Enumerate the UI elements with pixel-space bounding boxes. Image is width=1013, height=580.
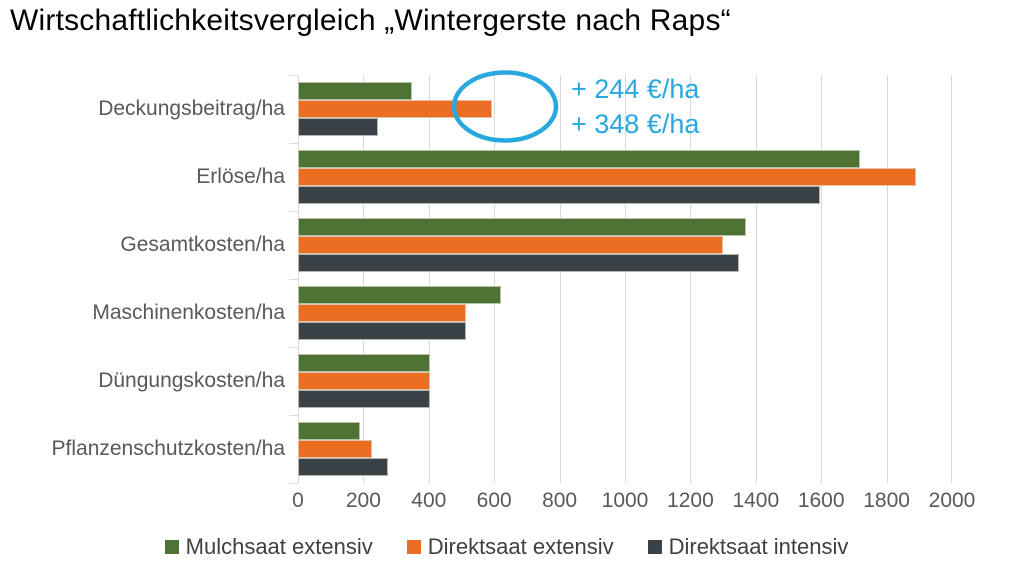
x-tick-label: 400 bbox=[411, 489, 447, 512]
category-tick bbox=[289, 415, 298, 416]
bar-group bbox=[298, 143, 952, 211]
category-label: Düngungskosten/ha bbox=[98, 369, 285, 392]
highlight-ellipse bbox=[451, 70, 559, 143]
x-tick-label: 1000 bbox=[601, 489, 649, 512]
legend-label: Direktsaat intensiv bbox=[668, 534, 849, 559]
bar bbox=[298, 440, 372, 458]
x-tick-label: 1200 bbox=[667, 489, 714, 512]
legend-swatch-icon bbox=[647, 540, 662, 554]
annotation-text: + 244 €/ha + 348 €/ha bbox=[571, 72, 699, 142]
category-tick bbox=[289, 347, 298, 348]
bar bbox=[298, 150, 861, 168]
bar bbox=[298, 218, 746, 236]
bar bbox=[298, 118, 378, 136]
category-label: Pflanzenschutzkosten/ha bbox=[51, 437, 285, 460]
category-tick bbox=[289, 143, 298, 144]
category-tick bbox=[289, 211, 298, 212]
legend-label: Mulchsaat extensiv bbox=[185, 534, 373, 559]
bar bbox=[298, 354, 431, 372]
gridline bbox=[363, 75, 365, 483]
gridline bbox=[428, 75, 430, 483]
gridline bbox=[559, 75, 561, 483]
x-tick-label: 2000 bbox=[928, 489, 976, 512]
gridline bbox=[690, 75, 692, 483]
legend-item: Direktsaat extensiv bbox=[406, 534, 614, 560]
category-axis-labels: Deckungsbeitrag/ha Erlöse/ha Gesamtkosten/… bbox=[0, 75, 285, 483]
legend-swatch-icon bbox=[406, 540, 421, 554]
bar-group bbox=[298, 347, 952, 415]
gridline bbox=[886, 75, 888, 483]
legend-swatch-icon bbox=[164, 540, 179, 554]
x-tick-label: 200 bbox=[345, 489, 381, 512]
bar bbox=[298, 254, 740, 272]
bar bbox=[298, 422, 361, 440]
annotation-line-1: + 244 €/ha bbox=[571, 74, 700, 104]
gridline bbox=[951, 75, 952, 483]
bar bbox=[298, 458, 388, 476]
category-tick bbox=[289, 279, 298, 280]
x-tick-label: 600 bbox=[476, 489, 512, 512]
bar bbox=[298, 82, 412, 100]
gridline bbox=[821, 75, 823, 483]
gridline bbox=[625, 75, 626, 483]
bar-group bbox=[298, 279, 952, 347]
gridline bbox=[755, 75, 757, 483]
x-tick-label: 800 bbox=[542, 489, 578, 512]
value-axis-line bbox=[298, 75, 299, 483]
value-axis-labels: 0 200 400 600 800 1000 1200 1400 1600 1800 2000 bbox=[292, 489, 975, 515]
bar-group bbox=[298, 211, 952, 279]
category-label: Maschinenkosten/ha bbox=[92, 301, 285, 324]
chart-title: Wirtschaftlichkeitsvergleich „Wintergers… bbox=[10, 4, 731, 37]
bar bbox=[298, 304, 467, 322]
bar bbox=[298, 372, 431, 390]
category-label: Deckungsbeitrag/ha bbox=[98, 97, 285, 120]
x-tick-label: 1600 bbox=[797, 489, 845, 512]
legend-label: Direktsaat extensiv bbox=[427, 534, 614, 559]
bar bbox=[298, 168, 917, 186]
bar bbox=[298, 100, 492, 118]
category-tick bbox=[289, 483, 298, 484]
bar bbox=[298, 286, 501, 304]
highlight-ellipse-shape bbox=[451, 70, 559, 143]
legend: Mulchsaat extensiv Direktsaat extensiv Dir… bbox=[0, 534, 1013, 560]
x-tick-label: 0 bbox=[292, 489, 304, 512]
category-tick bbox=[289, 75, 298, 76]
x-tick-label: 1800 bbox=[863, 489, 910, 512]
bar bbox=[298, 186, 820, 204]
category-label: Gesamtkosten/ha bbox=[120, 233, 285, 256]
bar bbox=[298, 390, 431, 408]
x-tick-label: 1400 bbox=[732, 489, 780, 512]
bar bbox=[298, 322, 467, 340]
bar-group bbox=[298, 75, 952, 143]
legend-item: Direktsaat intensiv bbox=[647, 534, 849, 560]
plot-area bbox=[289, 75, 952, 484]
legend-item: Mulchsaat extensiv bbox=[164, 534, 373, 560]
bar bbox=[298, 236, 724, 254]
gridline bbox=[494, 75, 496, 483]
annotation-line-2: + 348 €/ha bbox=[571, 109, 700, 139]
category-label: Erlöse/ha bbox=[196, 165, 285, 188]
bar-group bbox=[298, 415, 952, 483]
